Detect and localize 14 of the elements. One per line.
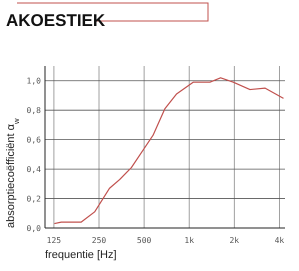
x-tick-label: 250 <box>92 236 106 245</box>
y-tick-label: 1,0 <box>26 76 42 86</box>
x-tick-label: 1k <box>184 236 194 245</box>
y-tick-label: 0,0 <box>26 224 42 233</box>
y-tick-label: 0,8 <box>26 106 42 116</box>
x-tick-label: 2k <box>229 236 240 245</box>
chart-title: AKOESTIEK <box>6 11 106 30</box>
y-tick-label: 0,6 <box>26 136 42 145</box>
x-tick-label: 4k <box>274 236 284 245</box>
y-tick-label: 0,4 <box>26 165 42 174</box>
x-tick-label: 500 <box>136 236 152 245</box>
y-tick-label: 0,2 <box>26 194 42 204</box>
x-axis-title: frequentie [Hz] <box>45 249 117 261</box>
x-tick-label: 125 <box>46 236 62 245</box>
